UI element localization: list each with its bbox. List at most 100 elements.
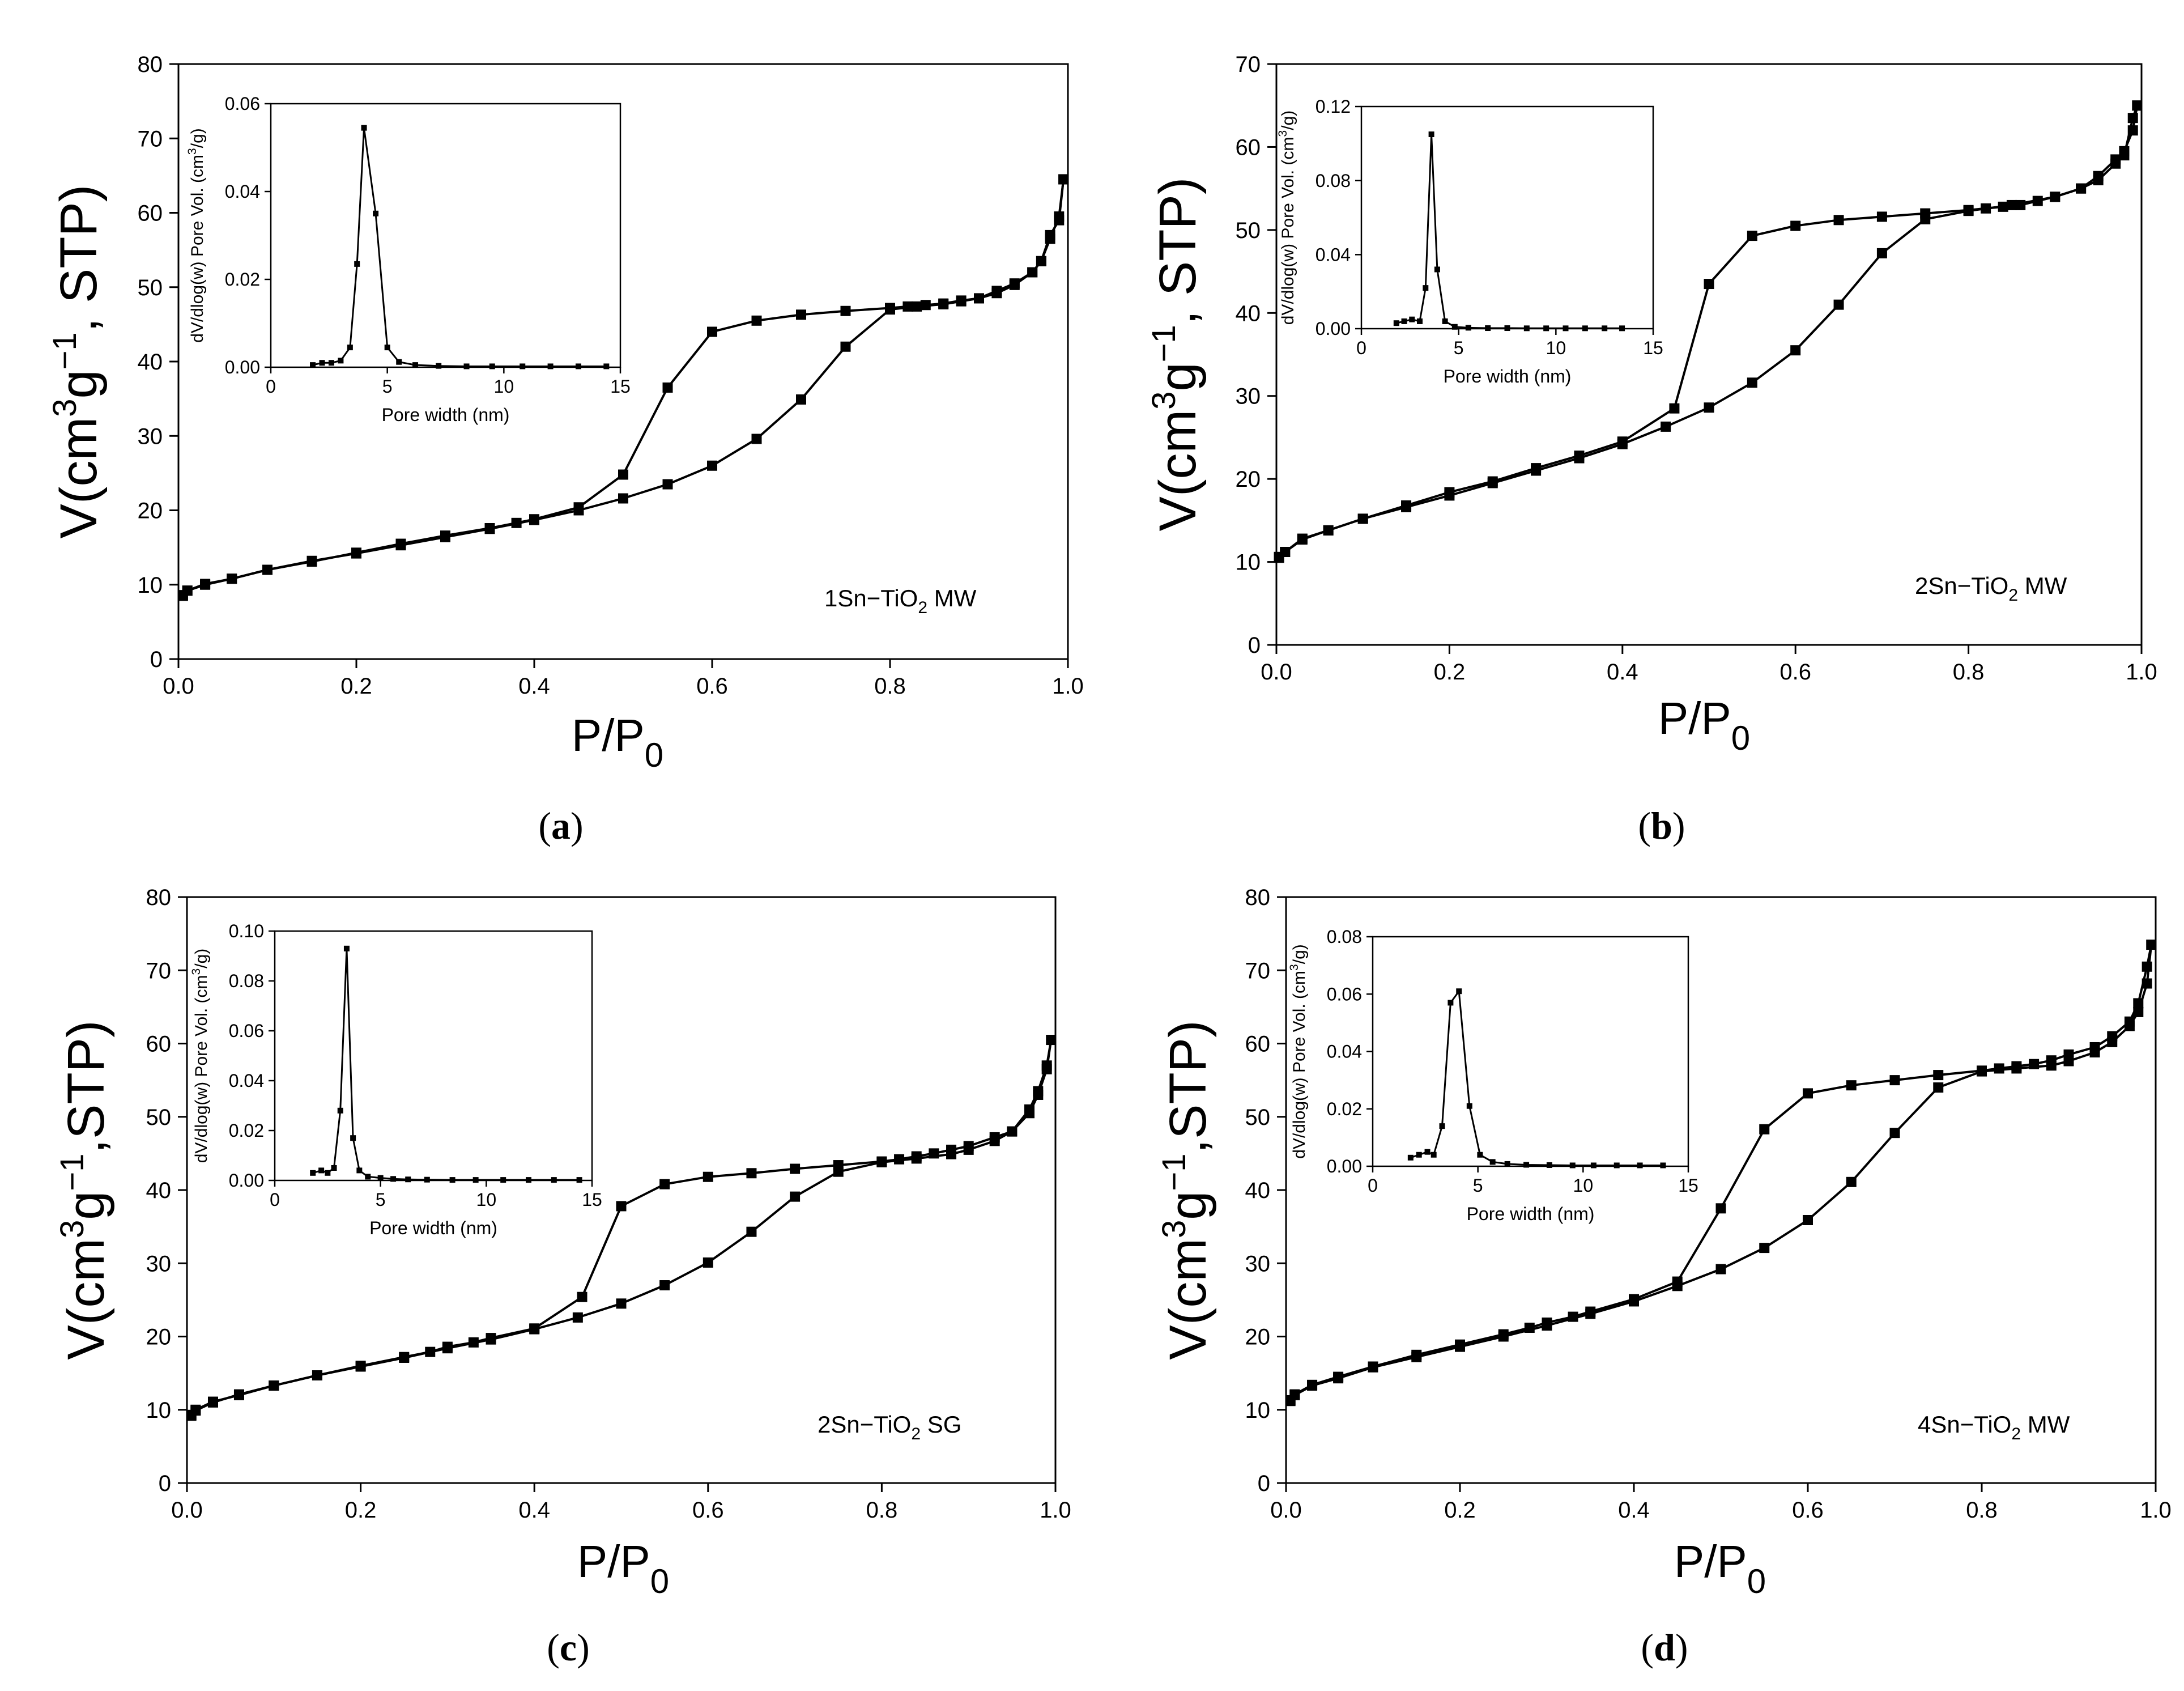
inset-x-tick-label: 0	[270, 1189, 280, 1210]
desorption-point	[1444, 487, 1455, 498]
inset-psd-point	[318, 1167, 325, 1174]
inset-psd-point	[436, 363, 442, 369]
desorption-point	[885, 303, 895, 313]
inset-psd-point	[1523, 1162, 1530, 1168]
desorption-point	[1981, 203, 1991, 214]
desorption-point	[399, 1352, 410, 1362]
inset-y-tick-label: 0.08	[1327, 927, 1362, 947]
chart-panel-b: 0.0 0.2 0.4 0.6 0.8 1.0010203040506070V(cm3g−…	[1146, 52, 2157, 847]
desorption-point	[1542, 1317, 1552, 1328]
inset-psd-point	[1546, 1162, 1552, 1168]
desorption-point	[1046, 1035, 1057, 1046]
adsorption-point	[703, 1257, 713, 1268]
inset-y-tick-label: 0.04	[1327, 1042, 1362, 1062]
inset-psd-point	[1465, 325, 1471, 331]
inset-psd-point	[384, 345, 390, 351]
desorption-point	[659, 1179, 670, 1189]
inset-psd-point	[1423, 285, 1429, 291]
adsorption-point	[618, 493, 628, 504]
inset-plot-frame	[274, 930, 593, 1182]
inset-chart: 0 5 10 15 0.00 0.02 0.04 0.06 0.08 0.10 Pore width…	[190, 921, 602, 1238]
desorption-point	[1889, 1075, 1900, 1086]
y-tick-label: 40	[1245, 1178, 1271, 1203]
x-tick-label: 0.2	[345, 1498, 377, 1523]
inset-y-tick-label: 0.08	[1315, 171, 1351, 191]
desorption-point	[929, 1148, 939, 1159]
desorption-point	[2046, 1055, 2057, 1066]
inset-y-axis-title: dV/dlog(w) Pore Vol. (cm3/g)	[1288, 944, 1309, 1159]
adsorption-point	[662, 479, 673, 490]
desorption-point	[2107, 1031, 2118, 1042]
y-tick-label: 30	[138, 424, 163, 449]
inset-y-tick-label: 0.04	[229, 1070, 264, 1091]
desorption-point	[707, 326, 717, 337]
inset-psd-point	[603, 363, 610, 369]
inset-y-tick-label: 0.00	[1327, 1156, 1362, 1176]
y-tick-label: 0	[1248, 633, 1261, 658]
inset-psd-point	[1543, 325, 1549, 332]
inset-psd-point	[1619, 325, 1625, 332]
inset-x-tick-label: 0	[266, 376, 276, 397]
adsorption-point	[572, 1312, 583, 1323]
chart-panel-c: 0.0 0.2 0.4 0.6 0.8 1.001020304050607080V(cm3…	[54, 885, 1071, 1669]
inset-psd-point	[338, 358, 344, 364]
desorption-point	[946, 1144, 957, 1155]
adsorption-point	[840, 341, 851, 352]
desorption-point	[395, 538, 406, 549]
desorption-point	[306, 556, 317, 567]
desorption-point	[956, 295, 967, 306]
inset-plot-frame	[1360, 105, 1654, 330]
desorption-point	[1323, 525, 1334, 536]
desorption-point	[262, 564, 273, 575]
y-tick-label: 10	[1236, 550, 1261, 575]
inset-y-axis-title: dV/dlog(w) Pore Vol. (cm3/g)	[1276, 111, 1297, 325]
inset-x-axis-title: Pore width (nm)	[1444, 366, 1572, 386]
x-tick-label: 0.8	[874, 674, 906, 699]
inset-x-axis-title: Pore width (nm)	[369, 1218, 497, 1238]
desorption-point	[1455, 1339, 1465, 1350]
inset-psd-point	[1407, 1154, 1414, 1161]
desorption-point	[1009, 278, 1020, 289]
desorption-point	[1977, 1065, 1987, 1076]
inset-psd-point	[1428, 131, 1434, 137]
y-tick-label: 70	[1245, 958, 1271, 983]
x-tick-label: 1.0	[2140, 1498, 2172, 1523]
x-tick-label: 0.0	[171, 1498, 203, 1523]
inset-y-tick-label: 0.06	[1327, 984, 1362, 1004]
desorption-point	[963, 1141, 974, 1152]
inset-x-tick-label: 0	[1356, 338, 1366, 358]
inset-psd-point	[551, 1177, 557, 1183]
inset-plot-frame	[1372, 936, 1689, 1167]
inset-x-tick-label: 15	[1678, 1175, 1698, 1196]
desorption-point	[1357, 513, 1368, 524]
inset-psd-point	[1466, 1103, 1472, 1109]
inset-y-tick-label: 0.06	[229, 1021, 264, 1041]
desorption-point	[790, 1163, 801, 1174]
y-tick-label: 40	[146, 1178, 172, 1203]
inset-psd-point	[1485, 325, 1491, 332]
x-tick-label: 0.2	[1444, 1498, 1476, 1523]
adsorption-point	[659, 1280, 670, 1291]
desorption-point	[1704, 279, 1714, 290]
desorption-point	[2015, 199, 2026, 210]
inset-psd-point	[463, 363, 470, 369]
inset-psd-point	[310, 362, 316, 368]
inset-psd-point	[347, 345, 353, 351]
sample-label: 2Sn−TiO2 SG	[818, 1411, 961, 1443]
inset-psd-point	[1489, 1159, 1496, 1165]
desorption-point	[484, 523, 495, 533]
inset-x-tick-label: 10	[1573, 1175, 1594, 1196]
inset-x-tick-label: 5	[382, 376, 393, 397]
panel-label: (b)	[1638, 804, 1685, 847]
inset-psd-point	[356, 1167, 363, 1174]
desorption-point	[1007, 1126, 1018, 1137]
desorption-point	[1715, 1203, 1726, 1214]
sample-label: 2Sn−TiO2 MW	[1915, 572, 2067, 605]
inset-psd-point	[1416, 1152, 1422, 1158]
sample-label: 1Sn−TiO2 MW	[824, 585, 977, 617]
y-tick-label: 30	[146, 1251, 172, 1276]
inset-psd-point	[1504, 325, 1510, 332]
y-tick-label: 70	[146, 958, 172, 983]
desorption-point	[511, 517, 522, 528]
x-tick-label: 0.4	[1607, 660, 1638, 685]
